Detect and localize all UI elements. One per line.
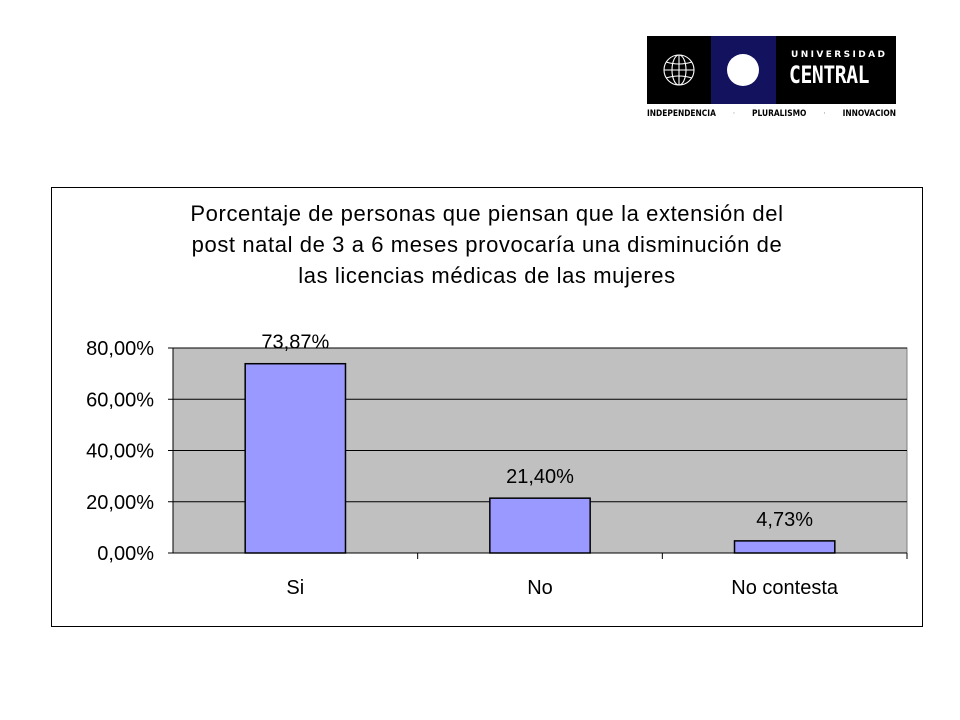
data-label: 73,87% (261, 332, 329, 354)
y-tick-label: 60,00% (86, 389, 154, 411)
bar-si (244, 362, 347, 554)
globe-icon (647, 36, 711, 104)
x-category-label: Si (286, 577, 304, 599)
tagline-separator: · (732, 109, 736, 119)
bar-chart-plot: 0,00% 20,00% 40,00% 60,00% 80,00% 73,87% Si 21,… (86, 332, 908, 599)
logo-circle-mark (727, 54, 759, 86)
data-label: 21,40% (506, 466, 574, 488)
logo-central-text: CENTRAL (789, 61, 870, 89)
chart-title-line-3: las licencias médicas de las mujeres (298, 263, 676, 288)
y-tick-label: 80,00% (86, 338, 154, 360)
tagline-independencia: INDEPENDENCIA (647, 109, 716, 119)
logo-circle-panel (711, 36, 776, 104)
y-tick-label: 20,00% (86, 492, 154, 514)
tagline-pluralismo: PLURALISMO (752, 109, 807, 119)
bar-no (489, 497, 591, 554)
data-label: 4,73% (756, 509, 813, 531)
chart-title-line-1: Porcentaje de personas que piensan que l… (190, 201, 784, 226)
y-tick-label: 0,00% (97, 543, 154, 565)
logo-tagline: INDEPENDENCIA · PLURALISMO · INNOVACION (647, 109, 896, 119)
chart-title-line-2: post natal de 3 a 6 meses provocaría una… (191, 232, 783, 257)
chart-frame: Porcentaje de personas que piensan que l… (51, 187, 923, 627)
logo-university-text: UNIVERSIDAD (791, 50, 888, 60)
y-tick-label: 40,00% (86, 441, 154, 463)
tagline-innovacion: INNOVACION (842, 109, 896, 119)
chart-title: Porcentaje de personas que piensan que l… (52, 198, 922, 291)
tagline-separator: · (823, 109, 826, 119)
x-category-label: No (527, 577, 553, 599)
bar-no-contesta (733, 540, 836, 554)
university-logo: UNIVERSIDAD CENTRAL (647, 36, 896, 104)
x-category-label: No contesta (731, 577, 839, 599)
